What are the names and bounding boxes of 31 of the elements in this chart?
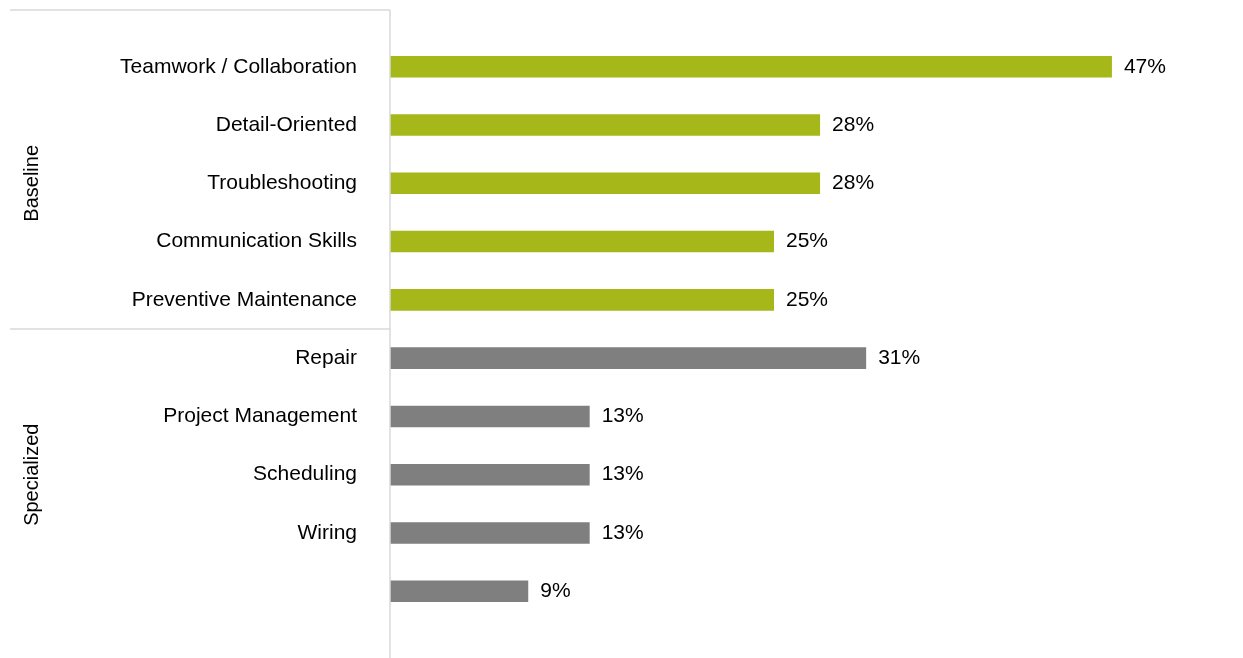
y-tick-label: Communication Skills <box>156 228 357 252</box>
data-label: 13% <box>601 403 644 427</box>
y-tick-label: Teamwork / Collaboration <box>120 53 357 77</box>
text: Baseline <box>19 144 42 222</box>
data-label: 9% <box>540 578 571 602</box>
data-label: 25% <box>786 286 829 310</box>
data-label: 31% <box>878 344 921 368</box>
bar <box>390 114 821 136</box>
y-tick-label: Wiring <box>297 519 357 543</box>
y-tick-label: Preventive Maintenance <box>131 286 357 310</box>
bar <box>390 230 774 253</box>
bar <box>390 405 590 428</box>
y-tick-label: Scheduling <box>253 461 357 485</box>
bar <box>390 522 590 544</box>
y-tick-label: Detail-Oriented <box>215 111 357 135</box>
bar <box>390 172 821 195</box>
y-tick-label: Repair <box>295 344 357 368</box>
text: Specialized <box>19 423 42 526</box>
bar <box>390 289 774 311</box>
data-label: 28% <box>832 170 875 194</box>
data-label: 28% <box>832 111 875 135</box>
data-label: 47% <box>1123 53 1166 77</box>
data-label: 13% <box>601 519 644 543</box>
bar <box>390 55 1112 78</box>
data-label: 25% <box>786 228 829 252</box>
bar <box>390 347 867 369</box>
bar <box>390 463 590 486</box>
bar <box>390 580 529 603</box>
y-tick-label: Project Management <box>163 403 358 427</box>
y-tick-label: Troubleshooting <box>207 170 357 194</box>
data-label: 13% <box>601 461 644 485</box>
